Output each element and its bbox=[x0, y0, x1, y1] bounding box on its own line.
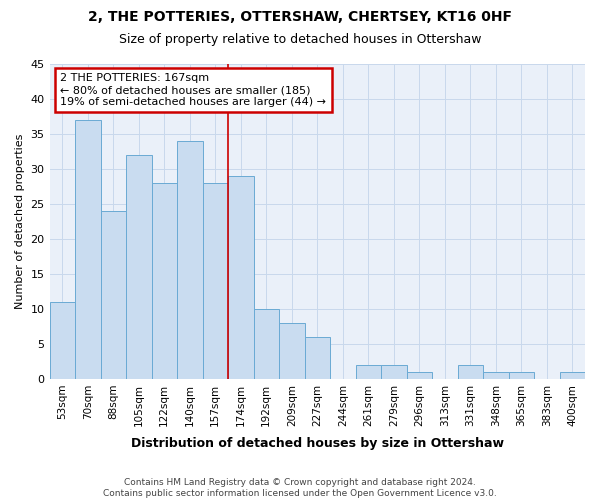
Text: Contains HM Land Registry data © Crown copyright and database right 2024.
Contai: Contains HM Land Registry data © Crown c… bbox=[103, 478, 497, 498]
Bar bbox=[458, 365, 483, 379]
X-axis label: Distribution of detached houses by size in Ottershaw: Distribution of detached houses by size … bbox=[131, 437, 504, 450]
Bar bbox=[381, 365, 407, 379]
Bar bbox=[50, 302, 75, 379]
Bar bbox=[356, 365, 381, 379]
Bar bbox=[407, 372, 432, 379]
Text: 2, THE POTTERIES, OTTERSHAW, CHERTSEY, KT16 0HF: 2, THE POTTERIES, OTTERSHAW, CHERTSEY, K… bbox=[88, 10, 512, 24]
Text: Size of property relative to detached houses in Ottershaw: Size of property relative to detached ho… bbox=[119, 32, 481, 46]
Bar bbox=[203, 183, 228, 379]
Bar bbox=[483, 372, 509, 379]
Bar bbox=[75, 120, 101, 379]
Bar bbox=[126, 155, 152, 379]
Bar bbox=[509, 372, 534, 379]
Bar bbox=[101, 211, 126, 379]
Bar bbox=[305, 337, 330, 379]
Bar bbox=[177, 141, 203, 379]
Bar bbox=[228, 176, 254, 379]
Bar bbox=[254, 309, 279, 379]
Y-axis label: Number of detached properties: Number of detached properties bbox=[15, 134, 25, 309]
Bar bbox=[560, 372, 585, 379]
Bar bbox=[152, 183, 177, 379]
Text: 2 THE POTTERIES: 167sqm
← 80% of detached houses are smaller (185)
19% of semi-d: 2 THE POTTERIES: 167sqm ← 80% of detache… bbox=[60, 74, 326, 106]
Bar bbox=[279, 323, 305, 379]
